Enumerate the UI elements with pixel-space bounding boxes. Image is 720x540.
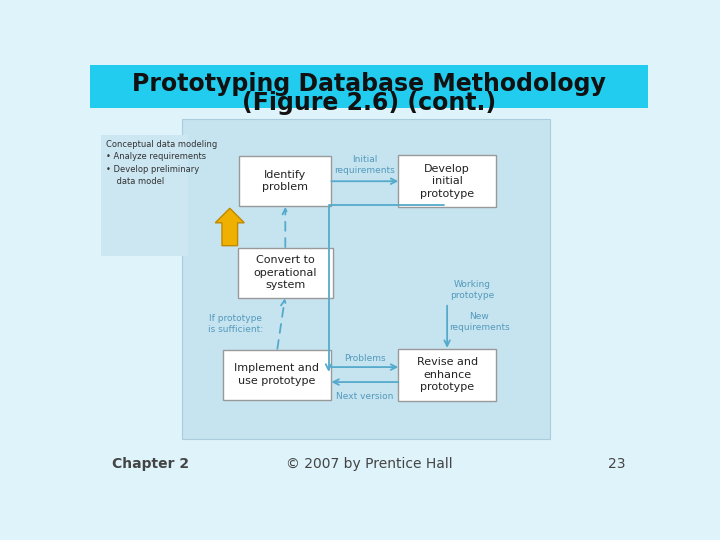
FancyBboxPatch shape	[238, 248, 333, 298]
Text: Next version: Next version	[336, 392, 394, 401]
Text: Implement and
use prototype: Implement and use prototype	[235, 363, 320, 386]
Bar	[90, 65, 648, 109]
Text: Identify
problem: Identify problem	[262, 170, 308, 192]
Text: Problems: Problems	[344, 354, 386, 363]
FancyBboxPatch shape	[398, 155, 496, 207]
Text: If prototype
is sufficient:: If prototype is sufficient:	[207, 314, 263, 334]
Text: Develop
initial
prototype: Develop initial prototype	[420, 164, 474, 199]
Text: © 2007 by Prentice Hall: © 2007 by Prentice Hall	[286, 457, 452, 471]
FancyArrow shape	[215, 208, 244, 246]
Bar	[101, 136, 188, 256]
Text: Initial
requirements: Initial requirements	[334, 154, 395, 174]
Text: Convert to
operational
system: Convert to operational system	[253, 255, 317, 290]
FancyBboxPatch shape	[398, 349, 496, 401]
Text: Working
prototype: Working prototype	[450, 280, 495, 300]
Text: (Figure 2.6) (cont.): (Figure 2.6) (cont.)	[242, 91, 496, 115]
Bar	[182, 119, 550, 439]
FancyBboxPatch shape	[222, 349, 331, 400]
Text: 23: 23	[608, 457, 626, 471]
Text: Prototyping Database Methodology: Prototyping Database Methodology	[132, 72, 606, 96]
Text: Conceptual data modeling
• Analyze requirements
• Develop preliminary
    data m: Conceptual data modeling • Analyze requi…	[106, 140, 217, 186]
FancyBboxPatch shape	[239, 156, 331, 206]
Text: New
requirements: New requirements	[449, 312, 510, 332]
Text: Revise and
enhance
prototype: Revise and enhance prototype	[417, 357, 477, 392]
Text: Chapter 2: Chapter 2	[112, 457, 189, 471]
